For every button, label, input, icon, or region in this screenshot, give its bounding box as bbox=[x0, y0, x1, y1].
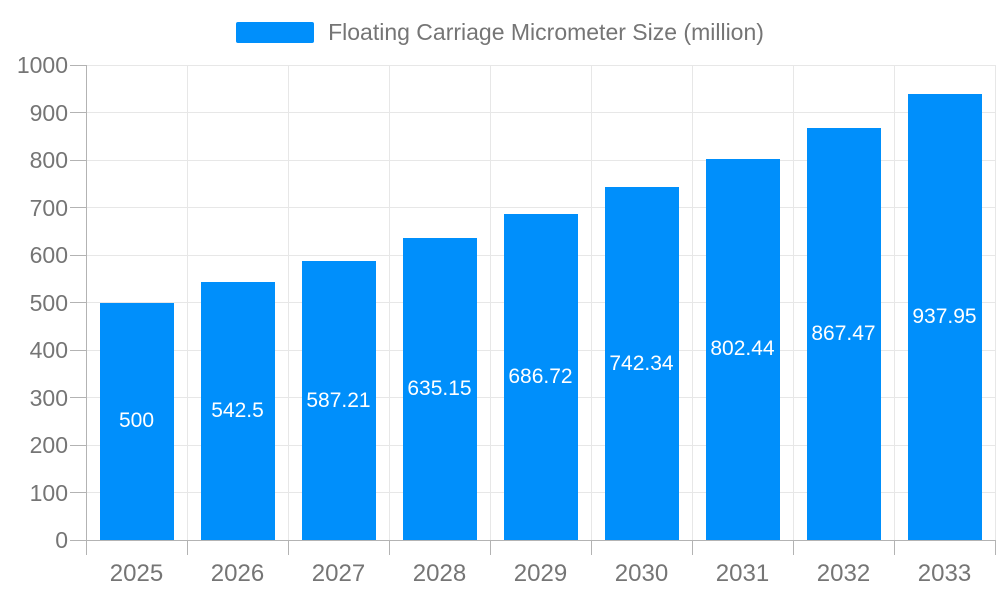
y-axis-tick-label: 200 bbox=[29, 432, 68, 458]
y-tick-mark bbox=[70, 159, 86, 161]
y-axis-tick-label: 600 bbox=[29, 242, 68, 268]
bar[interactable] bbox=[301, 261, 376, 540]
bar[interactable] bbox=[200, 282, 275, 540]
x-tick-mark bbox=[792, 540, 794, 555]
x-gridline bbox=[691, 65, 693, 540]
y-gridline bbox=[86, 207, 995, 208]
y-axis-tick-label: 100 bbox=[29, 479, 68, 506]
y-tick-mark bbox=[70, 539, 86, 541]
y-tick-mark bbox=[70, 444, 86, 446]
x-gridline bbox=[489, 65, 491, 540]
legend-item[interactable]: Floating Carriage Micrometer Size (milli… bbox=[0, 18, 1000, 46]
x-axis-tick-label: 2026 bbox=[210, 560, 265, 587]
x-tick-mark bbox=[590, 540, 592, 555]
bar-value-label: 742.34 bbox=[609, 351, 674, 375]
y-gridline bbox=[86, 159, 995, 161]
y-tick-mark bbox=[70, 112, 86, 113]
legend-marker-swatch bbox=[236, 21, 315, 43]
y-gridline bbox=[86, 64, 995, 66]
x-tick-mark bbox=[388, 540, 390, 555]
y-tick-mark bbox=[70, 397, 86, 398]
bar-value-label: 686.72 bbox=[508, 364, 573, 388]
bar-value-label: 542.5 bbox=[211, 399, 264, 423]
x-gridline bbox=[994, 65, 996, 540]
x-axis-tick-label: 2031 bbox=[715, 560, 770, 587]
y-axis-line bbox=[85, 65, 87, 540]
x-tick-mark bbox=[994, 540, 996, 555]
x-axis-line bbox=[86, 539, 995, 541]
y-axis-tick-label: 800 bbox=[29, 147, 68, 173]
x-gridline bbox=[590, 65, 592, 540]
y-axis-tick-label: 1000 bbox=[16, 52, 68, 78]
legend-label: Floating Carriage Micrometer Size (milli… bbox=[328, 19, 764, 45]
bar-value-label: 500 bbox=[118, 409, 155, 433]
x-gridline bbox=[186, 65, 188, 540]
x-tick-mark bbox=[186, 540, 188, 555]
y-tick-mark bbox=[70, 207, 86, 208]
x-tick-mark bbox=[893, 540, 895, 555]
bar-value-label: 587.21 bbox=[306, 388, 371, 412]
y-axis-tick-label: 900 bbox=[29, 99, 68, 126]
x-axis-tick-label: 2029 bbox=[513, 560, 568, 587]
x-gridline bbox=[893, 65, 895, 540]
x-tick-mark bbox=[691, 540, 693, 555]
x-axis-tick-label: 2025 bbox=[109, 560, 164, 587]
y-axis-tick-label: 300 bbox=[29, 384, 68, 411]
bar[interactable] bbox=[503, 213, 578, 540]
y-gridline bbox=[86, 112, 995, 113]
y-tick-mark bbox=[70, 254, 86, 256]
x-gridline bbox=[388, 65, 390, 540]
y-tick-mark bbox=[70, 302, 86, 303]
bar[interactable] bbox=[907, 94, 982, 540]
bar[interactable] bbox=[705, 158, 780, 540]
bar-value-label: 937.95 bbox=[912, 305, 977, 329]
y-axis-tick-label: 400 bbox=[29, 337, 68, 363]
x-axis-tick-label: 2028 bbox=[412, 560, 467, 587]
x-axis-tick-label: 2030 bbox=[614, 560, 669, 587]
bar[interactable] bbox=[99, 302, 174, 540]
y-tick-mark bbox=[70, 64, 86, 66]
x-axis-tick-label: 2032 bbox=[816, 560, 871, 587]
bar[interactable] bbox=[806, 127, 881, 540]
y-axis-tick-label: 0 bbox=[55, 527, 68, 553]
y-axis-tick-label: 700 bbox=[29, 194, 68, 221]
bar-value-label: 802.44 bbox=[710, 337, 775, 361]
x-axis-tick-label: 2033 bbox=[917, 560, 972, 587]
x-gridline bbox=[287, 65, 289, 540]
bar-value-label: 867.47 bbox=[811, 321, 876, 345]
bar[interactable] bbox=[402, 238, 477, 540]
x-gridline bbox=[792, 65, 794, 540]
x-tick-mark bbox=[287, 540, 289, 555]
y-axis-tick-label: 500 bbox=[29, 289, 68, 316]
y-tick-mark bbox=[70, 349, 86, 351]
x-tick-mark bbox=[489, 540, 491, 555]
bar[interactable] bbox=[604, 187, 679, 540]
bar-value-label: 635.15 bbox=[407, 377, 472, 401]
x-axis-tick-label: 2027 bbox=[311, 560, 366, 587]
x-tick-mark bbox=[85, 540, 87, 555]
y-tick-mark bbox=[70, 492, 86, 493]
